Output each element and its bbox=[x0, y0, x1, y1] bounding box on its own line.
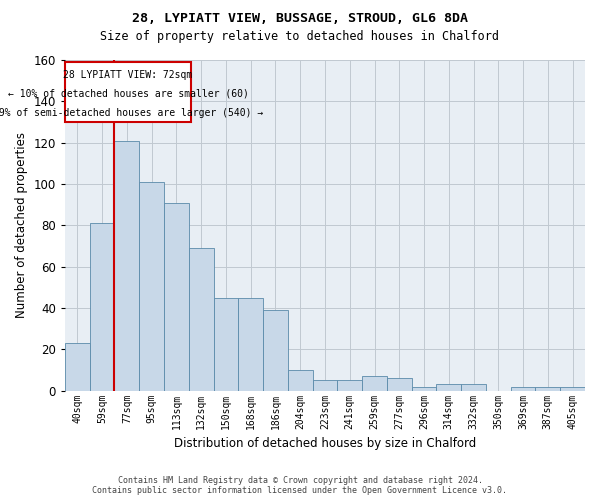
Bar bbox=[560, 386, 585, 390]
X-axis label: Distribution of detached houses by size in Chalford: Distribution of detached houses by size … bbox=[174, 437, 476, 450]
Bar bbox=[461, 384, 486, 390]
Text: 89% of semi-detached houses are larger (540) →: 89% of semi-detached houses are larger (… bbox=[0, 108, 263, 118]
Bar bbox=[90, 224, 115, 390]
Bar bbox=[214, 298, 238, 390]
Bar bbox=[362, 376, 387, 390]
Bar bbox=[115, 140, 139, 390]
Text: 28 LYPIATT VIEW: 72sqm: 28 LYPIATT VIEW: 72sqm bbox=[64, 70, 193, 81]
Bar bbox=[387, 378, 412, 390]
Bar bbox=[313, 380, 337, 390]
Bar bbox=[263, 310, 288, 390]
Text: ← 10% of detached houses are smaller (60): ← 10% of detached houses are smaller (60… bbox=[8, 89, 248, 99]
Bar bbox=[412, 386, 436, 390]
Bar bbox=[436, 384, 461, 390]
Y-axis label: Number of detached properties: Number of detached properties bbox=[15, 132, 28, 318]
Text: Contains HM Land Registry data © Crown copyright and database right 2024.
Contai: Contains HM Land Registry data © Crown c… bbox=[92, 476, 508, 495]
Bar bbox=[511, 386, 535, 390]
Text: Size of property relative to detached houses in Chalford: Size of property relative to detached ho… bbox=[101, 30, 499, 43]
Text: 28, LYPIATT VIEW, BUSSAGE, STROUD, GL6 8DA: 28, LYPIATT VIEW, BUSSAGE, STROUD, GL6 8… bbox=[132, 12, 468, 26]
Bar bbox=[65, 343, 90, 390]
Bar bbox=[238, 298, 263, 390]
Bar bbox=[189, 248, 214, 390]
Bar bbox=[139, 182, 164, 390]
Bar bbox=[288, 370, 313, 390]
Bar bbox=[535, 386, 560, 390]
Bar bbox=[164, 202, 189, 390]
Bar bbox=[337, 380, 362, 390]
FancyBboxPatch shape bbox=[65, 62, 191, 122]
